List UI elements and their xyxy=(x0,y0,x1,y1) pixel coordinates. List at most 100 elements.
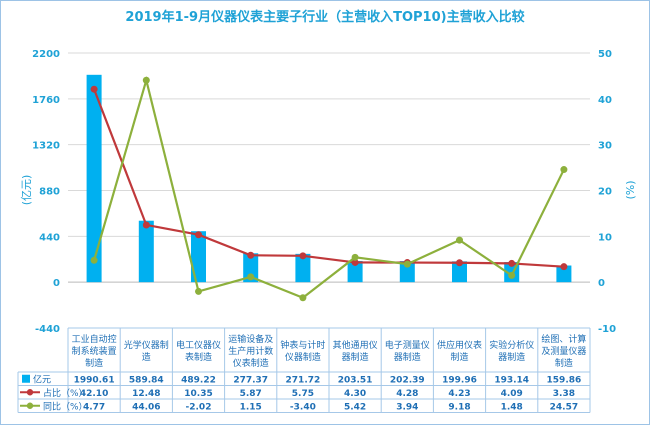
series-line-yoy xyxy=(93,75,565,300)
right-tick-label: 20 xyxy=(598,187,612,198)
data-label: 3.38 xyxy=(553,389,575,399)
bar xyxy=(86,74,102,283)
category-label: 表制造 xyxy=(185,351,212,363)
data-label: 4.30 xyxy=(344,389,366,399)
legend-label: 亿元 xyxy=(33,373,51,385)
data-label: 159.86 xyxy=(547,375,582,385)
data-label: 4.23 xyxy=(448,389,470,399)
category-label: 器制造 xyxy=(394,351,421,363)
series-marker xyxy=(195,287,202,295)
category-label: 仪表制造 xyxy=(233,357,269,369)
left-tick-label: 1320 xyxy=(32,141,60,152)
bar xyxy=(347,260,363,283)
left-tick-label: 1760 xyxy=(32,95,60,106)
right-tick-label: 10 xyxy=(598,232,612,243)
series-marker xyxy=(299,252,307,260)
series-marker xyxy=(351,253,359,261)
data-label: -3.40 xyxy=(290,402,316,412)
data-label: 1.48 xyxy=(501,402,523,412)
series-marker xyxy=(142,76,150,84)
category-label: 钟表与计时 xyxy=(280,339,325,351)
legend-label: 占比（%） xyxy=(43,387,88,399)
left-tick-label: 0 xyxy=(53,278,60,289)
right-tick-label: 0 xyxy=(598,278,605,289)
category-label: 实验分析仪 xyxy=(489,339,534,351)
series-marker xyxy=(508,271,516,279)
bar xyxy=(399,261,415,283)
bar xyxy=(295,253,311,283)
category-label: 光学仪器制 xyxy=(124,339,169,351)
category-label: 绘图、计算 xyxy=(541,333,586,345)
data-label: 10.35 xyxy=(184,389,212,399)
bar xyxy=(452,261,467,283)
category-label: 制系统装置 xyxy=(72,345,117,357)
left-tick-label: 440 xyxy=(39,232,60,243)
category-label: 器制造 xyxy=(498,351,525,363)
data-label: 24.57 xyxy=(550,402,578,412)
axes: 2200 50 1760 40 1320 30 880 20 440 10 0 0 -440 -10 (亿元… xyxy=(20,49,637,335)
data-label: 4.28 xyxy=(396,389,418,399)
bar-series xyxy=(86,74,572,283)
category-label: 制造 xyxy=(450,351,468,363)
series-marker xyxy=(456,236,463,244)
series-marker xyxy=(560,263,568,271)
left-tick-label: 2200 xyxy=(32,49,60,60)
data-label: 1.15 xyxy=(240,402,262,412)
series-marker xyxy=(247,251,255,259)
right-tick-label: 50 xyxy=(598,49,612,60)
category-label: 及测量仪器 xyxy=(541,346,586,357)
right-axis-title: (%) xyxy=(624,180,637,199)
data-label: 1990.61 xyxy=(74,375,115,385)
left-tick-label: -440 xyxy=(35,324,60,335)
gridlines xyxy=(68,52,590,329)
data-label: 4.09 xyxy=(501,389,523,399)
data-label: 5.87 xyxy=(240,389,262,399)
category-label: 生产用计数 xyxy=(228,345,273,357)
right-tick-label: -10 xyxy=(598,324,616,335)
series-marker xyxy=(195,231,202,239)
series-marker xyxy=(90,85,98,93)
category-label: 仪器制造 xyxy=(285,351,321,363)
bar xyxy=(138,220,154,283)
category-label: 制造 xyxy=(555,357,573,369)
category-label: 造 xyxy=(142,351,151,363)
data-label: 12.48 xyxy=(132,389,160,399)
series-marker xyxy=(403,260,411,268)
series-marker xyxy=(299,294,307,302)
data-label: 589.84 xyxy=(129,375,164,385)
data-label: 199.96 xyxy=(442,375,477,385)
data-label: 203.51 xyxy=(338,375,373,385)
series-marker xyxy=(142,221,150,229)
category-label: 其他通用仪 xyxy=(333,339,378,351)
data-label: 193.14 xyxy=(494,375,529,385)
data-label: 271.72 xyxy=(286,375,321,385)
category-label: 电工仪器仪 xyxy=(176,339,221,351)
bar xyxy=(556,265,572,283)
data-label: 5.42 xyxy=(344,402,366,412)
category-label: 电子测量仪 xyxy=(385,339,430,351)
legend-swatch-marker xyxy=(26,389,34,396)
data-label: 5.75 xyxy=(292,389,314,399)
series-marker xyxy=(560,166,568,174)
series-marker xyxy=(351,258,359,266)
data-label: 9.18 xyxy=(448,402,470,412)
series-marker xyxy=(247,273,255,281)
bar xyxy=(243,253,259,283)
data-label: -2.02 xyxy=(186,402,212,412)
data-label: 202.39 xyxy=(390,375,425,385)
category-label: 工业自动控 xyxy=(72,333,117,345)
data-label: 489.22 xyxy=(181,375,216,385)
data-label: 277.37 xyxy=(233,375,268,385)
left-axis-title: (亿元) xyxy=(20,175,33,206)
right-tick-label: 30 xyxy=(598,141,612,152)
line-series xyxy=(90,75,568,302)
series-marker xyxy=(90,256,98,264)
legend-label: 同比（%） xyxy=(43,400,88,412)
series-marker xyxy=(508,259,516,267)
series-marker xyxy=(456,259,463,267)
category-label: 运输设备及 xyxy=(228,333,273,345)
right-tick-label: 40 xyxy=(598,95,612,106)
category-label: 供应用仪表 xyxy=(437,339,482,351)
